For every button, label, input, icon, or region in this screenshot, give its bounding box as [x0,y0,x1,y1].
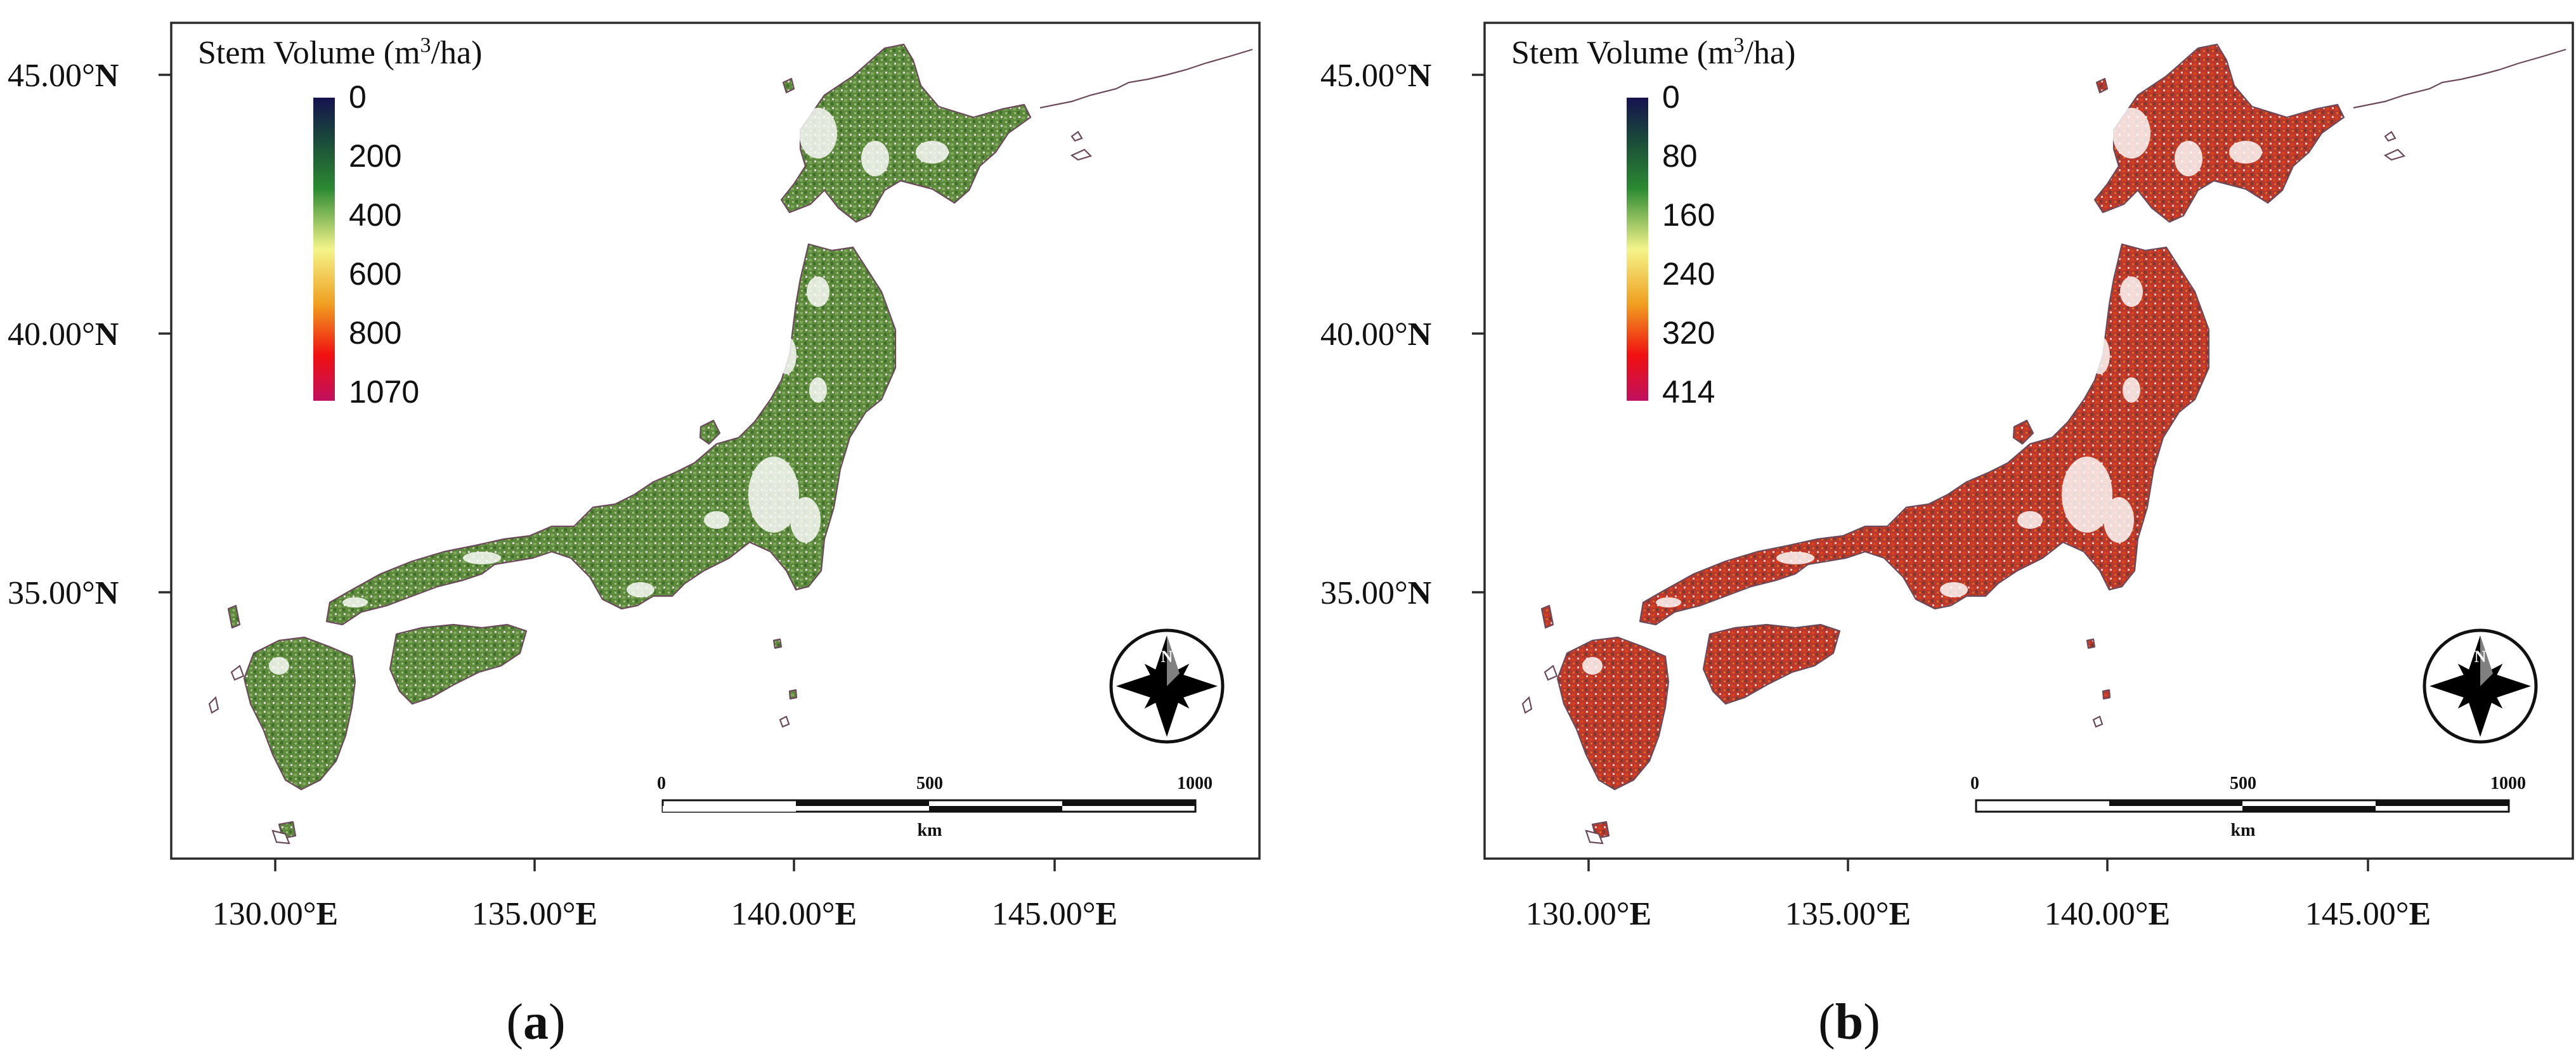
legend-tick-b: 240 [1662,256,1715,292]
lon-label-130-a: 130.00°E [212,896,338,932]
compass-b: N [2423,628,2538,744]
lon-label-145-b: 145.00°E [2305,896,2431,932]
legend-tick-a: 800 [349,315,401,351]
compass-letter: N [1161,647,1173,666]
legend-title-b: Stem Volume (m3/ha) [1511,34,1795,71]
colorbar-a [313,98,335,401]
panel-label-b: (b) [1818,994,1880,1050]
islet-b [1585,829,1604,845]
compass-letter: N [2475,647,2487,666]
lon-label-130-b: 130.00°E [1526,896,1651,932]
lat-label-45-a: 45.00°N [8,58,119,94]
lon-label-145-a: 145.00°E [992,896,1117,932]
compass-a: N [1109,628,1225,744]
japan-map-b [1521,43,2566,845]
japan-map-a [208,43,1253,845]
nodata-patches-b [1582,108,2262,675]
scale-tick: 500 [916,774,943,793]
scale-unit: km [918,821,942,840]
legend-tick-a: 400 [349,197,401,233]
scale-tick: 0 [657,774,666,793]
legend-tick-a: 600 [349,256,401,292]
islet-b [1544,665,1558,681]
islet-a [779,715,790,728]
scale-tick: 1000 [1177,774,1213,793]
map-frame-b [1483,22,2574,860]
legend-title-a: Stem Volume (m3/ha) [198,34,482,71]
lat-label-45-b: 45.00°N [1320,58,1431,94]
lat-label-35-a: 35.00°N [8,575,119,611]
colorbar-b [1627,98,1648,401]
lat-label-40-a: 40.00°N [8,316,119,353]
lon-label-135-b: 135.00°E [1785,896,1911,932]
islet-a [1070,131,1083,142]
nodata-patches-a [269,108,949,675]
legend-tick-a: 1070 [349,374,419,410]
lon-label-135-a: 135.00°E [472,896,597,932]
lat-label-35-b: 35.00°N [1320,575,1431,611]
compass-ring [1109,628,1225,744]
scale-bar-b: 0 500 1000 km [1970,774,2526,840]
panel-a: 45.00°N 40.00°N 35.00°N 130.00°E 135.00°… [8,22,1261,1050]
legend-tick-b: 80 [1662,138,1698,174]
legend-tick-a: 0 [349,79,367,115]
legend-tick-a: 200 [349,138,401,174]
islet-a [230,665,245,681]
scale-tick: 1000 [2490,774,2526,793]
lat-label-40-b: 40.00°N [1320,316,1431,353]
panel-b: 45.00°N 40.00°N 35.00°N 130.00°E 135.00°… [1320,22,2574,1050]
legend-b: Stem Volume (m3/ha) 0 80 160 240 320 414 [1511,34,1795,410]
islet-a [271,829,290,845]
islet-a [208,696,219,714]
legend-tick-b: 160 [1662,197,1715,233]
islet-a [1070,148,1093,161]
legend-tick-b: 320 [1662,315,1715,351]
scale-bar-a: 0 500 1000 km [657,774,1213,840]
panel-label-a: (a) [506,994,565,1050]
kuril-outline-a [1039,48,1253,109]
legend-tick-b: 0 [1662,79,1680,115]
scale-unit: km [2231,821,2256,840]
islet-b [2383,148,2406,161]
scale-tick: 500 [2230,774,2256,793]
legend-a: Stem Volume (m3/ha) 0 200 400 600 800 10… [198,34,482,410]
compass-ring [2423,628,2538,744]
islet-b [1521,696,1533,714]
legend-tick-b: 414 [1662,374,1715,410]
map-frame-a [170,22,1261,860]
lon-label-140-b: 140.00°E [2045,896,2170,932]
kuril-outline-b [2353,48,2566,109]
lon-label-140-a: 140.00°E [731,896,857,932]
islet-b [2384,131,2397,142]
islet-b [2092,715,2104,728]
scale-tick: 0 [1970,774,1979,793]
